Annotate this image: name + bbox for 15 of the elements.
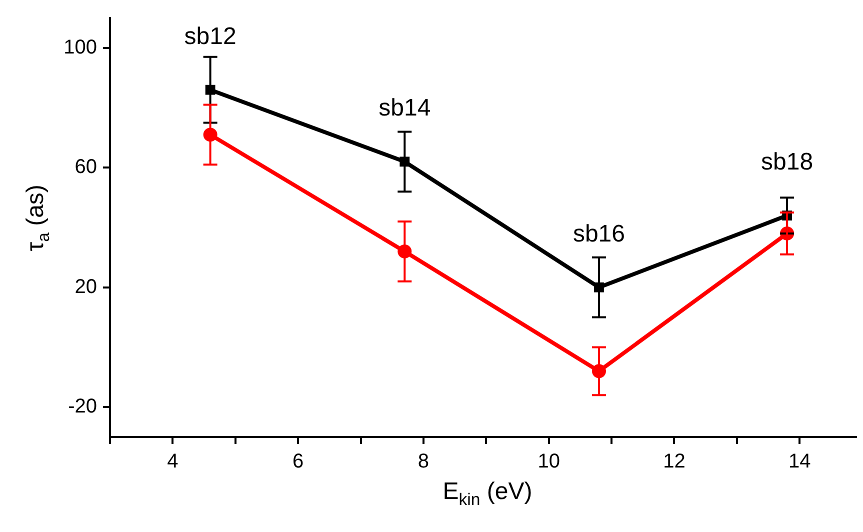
y-tick-label: 20 [74,276,97,298]
annotation: sb16 [572,220,625,248]
x-tick-label: 4 [167,450,178,473]
annotation: sb14 [378,94,431,122]
x-tick-label: 10 [538,450,560,473]
x-tick-label: 12 [663,450,686,473]
x-tick-label: 8 [418,450,430,473]
x-tick-label: 14 [788,450,811,473]
y-tick-label: 60 [74,156,97,178]
annotation: sb18 [761,148,814,176]
y-tick-label: 100 [64,36,97,58]
x-tick-label: 6 [292,450,304,473]
x-axis-title: E$_{kin}$ (eV) [442,478,534,510]
annotation: sb12 [184,22,236,50]
y-tick-label: -20 [68,396,97,418]
